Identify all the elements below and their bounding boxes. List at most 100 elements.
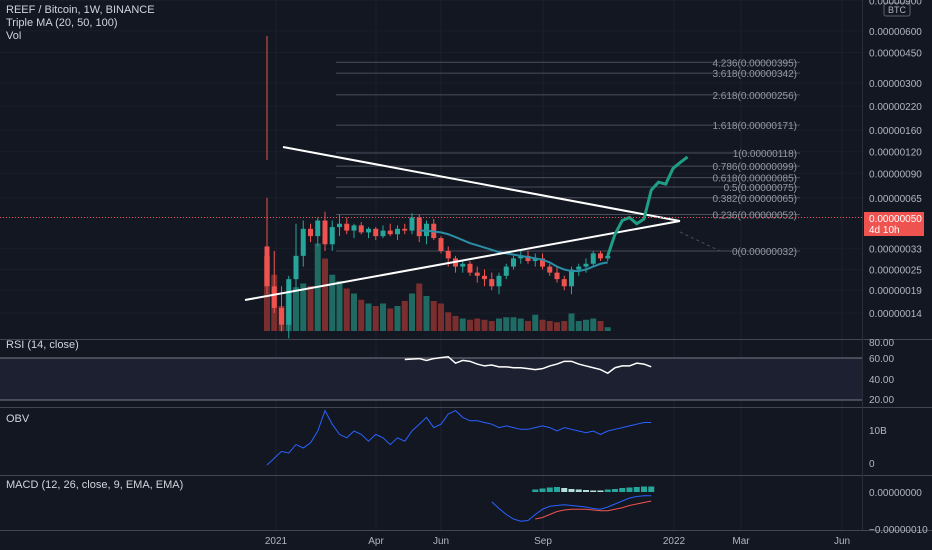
rsi-tick: 40.00 [869,375,894,386]
volume-bar [293,287,299,331]
macd-label: MACD (12, 26, close, 9, EMA, EMA) [6,479,183,491]
candle [395,225,400,241]
candle [503,263,509,280]
volume-bar [438,303,444,331]
macd-hist-bar [546,487,553,492]
candle-body [583,263,589,267]
current-price-value: 0.00000050 [869,214,922,225]
price-tick: 0.00000900 [869,0,922,7]
volume-bar [409,293,415,331]
macd-hist-bar [532,489,539,492]
time-tick: Mar [732,536,750,547]
macd-hist-bar [583,490,589,492]
fib-level-label: 0.5(0.00000075) [724,183,797,194]
candle [387,223,393,237]
current-price-label: 0.00000050 4d 10h [864,212,924,236]
fib-level-label: 0.236(0.00000052) [712,211,797,222]
chart-legend: REEF / Bitcoin, 1W, BINANCE Triple MA (2… [6,4,155,43]
candle [329,220,335,251]
candle-body [511,258,516,267]
macd-hist-bar [604,489,611,492]
candle-body [532,258,538,262]
candle [308,223,313,243]
candle [271,251,277,314]
price-tick: 0.00000065 [869,194,922,205]
triangle-upper-line [282,146,681,222]
candle [511,255,516,270]
price-tick: 0.00000025 [869,266,922,277]
candle [474,266,480,283]
candle-body [438,238,444,251]
candle-body [322,220,328,245]
volume-bar [590,318,597,331]
candle [453,255,458,273]
price-tick: 0.00000019 [869,286,922,297]
macd-line [491,495,652,522]
candle [532,253,538,267]
candle [373,227,379,241]
candle-body [467,263,473,273]
rsi-label: RSI (14, close) [6,339,79,351]
candle-body [373,228,379,237]
candle [416,214,422,243]
obv-pane: OBV 10B 0 [6,409,887,470]
macd-hist-bar [612,489,618,492]
currency-badge[interactable]: BTC [883,2,911,17]
macd-hist-bar [597,490,604,492]
obv-line [266,409,652,466]
volume-label: Vol [6,30,22,42]
candle-body [264,246,270,287]
symbol-title: REEF / Bitcoin, 1W, BINANCE [6,4,155,16]
volume-bar [351,293,357,331]
volume-bar [336,281,343,331]
macd-tick: 0.00000000 [869,488,922,499]
candle-body [554,272,560,280]
candle-body [344,223,350,231]
candle-body [547,266,553,273]
time-tick: Jun [433,536,449,547]
candle [547,263,553,276]
candle [431,219,437,241]
volume-bar [387,308,394,331]
candle [576,263,582,276]
candle-body [387,230,393,235]
volume-bar [343,288,350,331]
volume-bar [401,301,408,331]
price-tick: 0.00000300 [869,79,922,90]
candle-body [561,279,567,287]
candle [424,220,429,245]
volume-bar [575,321,582,331]
price-axis[interactable]: 0.00000900 0.00000600 0.00000450 0.00000300… [869,0,922,320]
time-axis[interactable]: 2021 Apr Jun Sep 2022 Mar Jun [265,536,850,547]
candle-body [540,258,545,267]
currency-badge-label: BTC [888,5,907,15]
candle [540,253,545,270]
candle-body [286,279,292,325]
price-tick: 0.00000014 [869,309,922,320]
rsi-pane: RSI (14, close) 80.00 60.00 40.00 20.00 [0,338,894,406]
macd-pane: MACD (12, 26, close, 9, EMA, EMA) 0.0000… [6,479,928,536]
candle [286,275,292,339]
time-tick: 2021 [265,536,288,547]
fib-level-label: 0.786(0.00000099) [712,162,797,173]
volume-bar [452,316,459,331]
countdown-label: 4d 10h [869,225,900,236]
candle-body [293,255,299,280]
time-tick: Jun [834,536,850,547]
candle [293,223,299,291]
obv-tick: 0 [869,459,875,470]
volume-bar [510,317,517,331]
volume-bar [459,318,466,331]
candle [518,251,524,264]
fib-level-label: 2.618(0.00000256) [712,91,797,102]
rsi-tick: 20.00 [869,395,894,406]
fibonacci-levels: 4.236(0.00000395)3.618(0.00000342) 2.618(… [336,58,800,258]
price-tick: 0.00000220 [869,102,922,113]
macd-hist-bar [626,487,633,492]
volume-bar [380,303,386,331]
candle-body [605,255,611,259]
macd-hist-bar [619,488,626,492]
volume-bar [416,283,423,331]
volume-bar [307,286,314,331]
